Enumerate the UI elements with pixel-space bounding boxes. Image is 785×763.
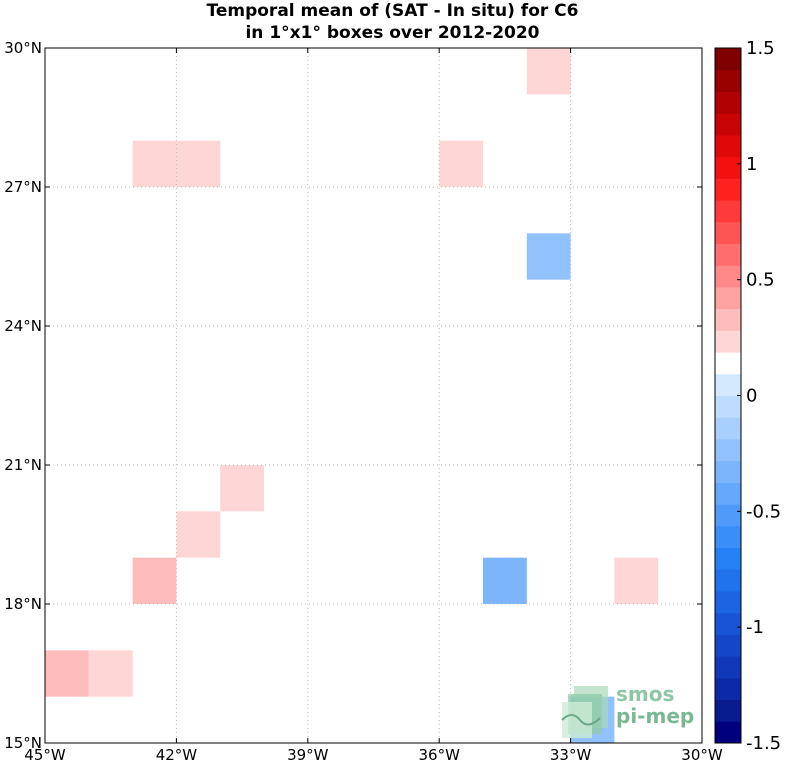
colorbar-segment (715, 156, 741, 179)
colorbar-tick-label: -1.5 (746, 733, 781, 754)
chart-title-line1: Temporal mean of (SAT - In situ) for C6 (206, 1, 579, 21)
colorbar-segment (715, 504, 741, 527)
colorbar-segment (715, 438, 741, 462)
y-tick-label: 21°N (4, 456, 42, 474)
colorbar-tick-label: -1 (746, 617, 764, 638)
colorbar-segment (715, 460, 741, 483)
logo-waves-icon (561, 686, 608, 738)
axis-ticks: 45°W 42°W 39°W 36°W 33°W 30°W 15°N 18°N 21°N 24°N… (4, 39, 723, 763)
colorbar-segment (715, 417, 741, 440)
colorbar-segment (715, 178, 741, 201)
colorbar-segment (715, 699, 741, 722)
logo-text-smos: smos (616, 682, 675, 706)
heatmap-cell (483, 557, 527, 604)
plot-frame (44, 47, 703, 744)
heatmap-cell (176, 140, 221, 187)
chart-title-line2: in 1°x1° boxes over 2012-2020 (245, 23, 540, 43)
heatmap-cell (132, 140, 177, 187)
colorbar-segment (715, 286, 741, 310)
heatmap-cells (45, 48, 659, 743)
colorbar-segment (715, 113, 741, 136)
colorbar-tick-label: 1 (746, 154, 757, 175)
colorbar-segment (715, 634, 741, 657)
x-tick-label: 45°W (24, 746, 66, 763)
x-tick-label: 42°W (156, 746, 198, 763)
colorbar-segment (715, 69, 741, 92)
x-tick-label: 30°W (681, 746, 723, 763)
colorbar: 1.5 1 0.5 0 -0.5 -1 -1.5 (714, 38, 781, 754)
y-tick-label: 18°N (4, 595, 42, 613)
colorbar-segment (715, 612, 741, 635)
heatmap-cell (45, 650, 89, 697)
x-tick-label: 36°W (418, 746, 460, 763)
heatmap-cell (439, 140, 483, 187)
colorbar-segment (715, 134, 741, 158)
heatmap-cell (132, 557, 177, 604)
colorbar-segment (715, 221, 741, 244)
colorbar-segment (715, 352, 741, 375)
y-tick-label: 27°N (4, 178, 42, 196)
colorbar-segment (715, 373, 741, 396)
x-tick-label: 33°W (550, 746, 592, 763)
colorbar-tick-label: 0.5 (746, 270, 775, 291)
colorbar-tick-label: -0.5 (746, 501, 781, 522)
colorbar-segment (715, 91, 741, 114)
colorbar-tick-label: 0 (746, 386, 757, 407)
colorbar-segment (715, 482, 741, 505)
logo-text-pi-mep: pi-mep (616, 704, 695, 728)
y-tick-label: 24°N (4, 317, 42, 335)
colorbar-segment (715, 395, 741, 418)
grid-lines (45, 48, 702, 743)
colorbar-segment (715, 48, 741, 71)
heatmap-cell (220, 465, 264, 512)
y-tick-label: 30°N (4, 39, 42, 57)
x-tick-label: 39°W (287, 746, 329, 763)
chart-title: Temporal mean of (SAT - In situ) for C6 … (0, 0, 785, 44)
colorbar-segment (715, 243, 741, 266)
colorbar-segment (715, 308, 741, 331)
heatmap-cell (526, 48, 571, 95)
colorbar-segment (715, 525, 741, 549)
colorbar-segment (715, 569, 741, 592)
colorbar-tick-label: 1.5 (746, 38, 775, 59)
colorbar-segment (715, 200, 741, 223)
colorbar-segment (715, 330, 741, 353)
heatmap-cell (176, 511, 221, 558)
colorbar-segment (715, 590, 741, 614)
colorbar-segment (715, 721, 741, 744)
heatmap-cell (526, 233, 571, 280)
colorbar-segment (715, 677, 741, 701)
heatmap-cell (614, 557, 659, 604)
colorbar-segment (715, 547, 741, 570)
colorbar-segment (715, 265, 741, 288)
heatmap-cell (88, 650, 133, 697)
colorbar-segment (715, 656, 741, 679)
y-tick-label: 15°N (4, 734, 42, 752)
smos-pi-mep-logo: smos pi-mep (560, 680, 700, 740)
